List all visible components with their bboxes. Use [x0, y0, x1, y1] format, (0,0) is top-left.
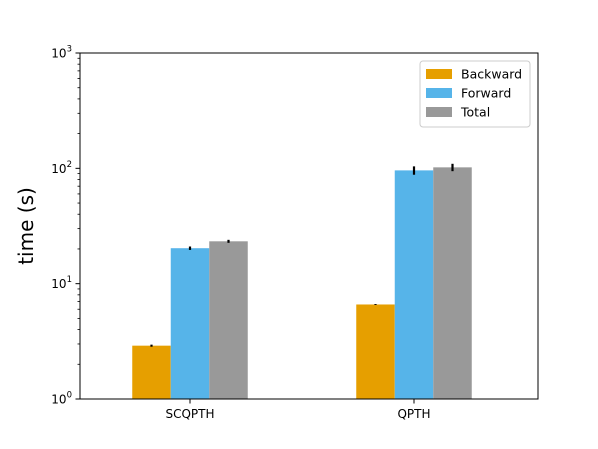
legend: Backward Forward Total: [419, 60, 531, 128]
y-tick-label: 103: [51, 45, 72, 61]
bar-forward-qpth: [394, 170, 434, 399]
y-tick-label: 101: [51, 275, 72, 291]
y-tick-base: 10: [51, 393, 66, 407]
y-axis-label: time (s): [14, 187, 38, 265]
y-tick-base: 10: [51, 162, 66, 176]
y-tick-exponent: 2: [67, 160, 72, 170]
bar-forward-scqpth: [170, 248, 210, 399]
errorbars-group: [150, 163, 454, 347]
legend-label-backward: Backward: [461, 67, 522, 82]
legend-label-forward: Forward: [461, 86, 511, 101]
bar-total-scqpth: [209, 241, 248, 399]
bar-backward-qpth: [356, 304, 395, 399]
y-tick-exponent: 1: [67, 275, 72, 285]
legend-label-total: Total: [460, 105, 490, 120]
y-tick-label: 100: [51, 391, 72, 407]
x-axis-ticks: SCQPTH QPTH: [165, 399, 431, 421]
x-tick-label: SCQPTH: [165, 407, 214, 421]
y-tick-base: 10: [51, 277, 66, 291]
x-tick-label: QPTH: [397, 407, 430, 421]
bars-group: [132, 167, 472, 399]
bar-backward-scqpth: [132, 345, 171, 399]
y-tick-base: 10: [51, 47, 66, 61]
legend-swatch-forward: [426, 88, 452, 98]
y-tick-label: 102: [51, 160, 72, 176]
y-tick-exponent: 3: [67, 45, 72, 55]
y-tick-exponent: 0: [67, 391, 72, 401]
legend-swatch-backward: [426, 69, 452, 79]
legend-swatch-total: [426, 107, 452, 117]
plot-frame: [79, 52, 539, 400]
bar-total-qpth: [433, 167, 472, 399]
